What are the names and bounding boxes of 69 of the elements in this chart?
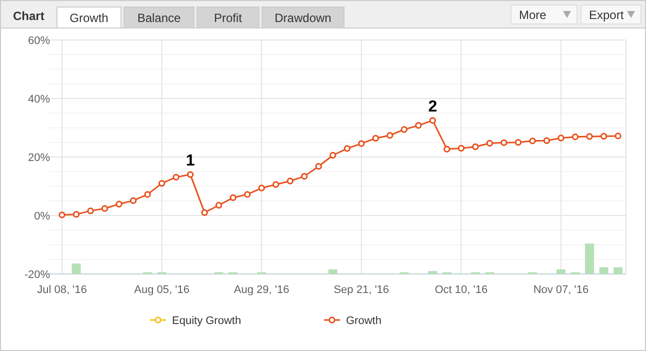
bar bbox=[599, 267, 608, 274]
y-tick-label: 60% bbox=[28, 35, 50, 47]
point bbox=[301, 172, 308, 180]
point bbox=[358, 140, 365, 147]
point bbox=[558, 134, 564, 142]
point bbox=[101, 205, 108, 212]
text: Balance bbox=[137, 11, 182, 25]
legend-label: Equity Growth bbox=[172, 315, 242, 327]
point bbox=[458, 144, 465, 152]
y-tick-label: 20% bbox=[28, 152, 50, 164]
y-tick-label: 0% bbox=[34, 210, 50, 222]
point bbox=[215, 202, 222, 209]
x-tick-label: Jul 08, '16 bbox=[37, 284, 87, 296]
point bbox=[72, 210, 80, 218]
point bbox=[258, 184, 265, 192]
x-tick-label: Nov 07, '16 bbox=[533, 284, 589, 296]
point bbox=[144, 191, 151, 198]
point bbox=[543, 137, 550, 144]
point bbox=[600, 132, 608, 140]
annotation: 2 bbox=[428, 98, 438, 116]
text: Profit bbox=[214, 11, 243, 25]
bar bbox=[614, 267, 622, 274]
point bbox=[500, 139, 508, 146]
point bbox=[614, 132, 622, 140]
point bbox=[186, 171, 194, 178]
point bbox=[429, 117, 436, 124]
point bbox=[330, 152, 336, 159]
point bbox=[386, 132, 394, 139]
point bbox=[244, 191, 251, 198]
point bbox=[230, 194, 236, 202]
point bbox=[272, 181, 280, 188]
point bbox=[116, 200, 122, 208]
bar bbox=[328, 269, 338, 274]
y-tick-label: 40% bbox=[28, 94, 50, 106]
x-tick-label: Aug 05, '16 bbox=[134, 284, 190, 296]
chart-title: Chart bbox=[13, 9, 44, 23]
legend-label: Growth bbox=[346, 315, 382, 327]
point bbox=[87, 207, 94, 214]
text: More bbox=[519, 8, 547, 22]
text: Export bbox=[589, 8, 624, 22]
text: Drawdown bbox=[274, 11, 332, 25]
bar bbox=[556, 269, 566, 274]
bar bbox=[72, 263, 81, 274]
point bbox=[486, 140, 494, 147]
point bbox=[472, 143, 479, 150]
annotation: 1 bbox=[186, 152, 195, 170]
point bbox=[572, 133, 579, 140]
x-tick-label: Aug 29, '16 bbox=[234, 284, 290, 296]
bar bbox=[584, 244, 594, 274]
point bbox=[400, 126, 408, 133]
text: Growth bbox=[70, 11, 108, 25]
point bbox=[514, 139, 522, 146]
point bbox=[201, 209, 208, 216]
point bbox=[444, 146, 450, 152]
point bbox=[130, 197, 137, 204]
point bbox=[158, 180, 166, 187]
point bbox=[172, 174, 180, 181]
point bbox=[529, 138, 536, 144]
point bbox=[315, 163, 322, 170]
x-tick-label: Sep 21, '16 bbox=[334, 284, 390, 296]
point bbox=[286, 178, 294, 184]
x-tick-label: Oct 10, '16 bbox=[434, 284, 488, 296]
point bbox=[586, 133, 593, 140]
y-tick-label: -20% bbox=[24, 269, 50, 281]
point bbox=[58, 212, 66, 218]
point bbox=[344, 145, 350, 152]
bar bbox=[428, 271, 438, 274]
point bbox=[372, 134, 379, 142]
point bbox=[415, 122, 422, 129]
